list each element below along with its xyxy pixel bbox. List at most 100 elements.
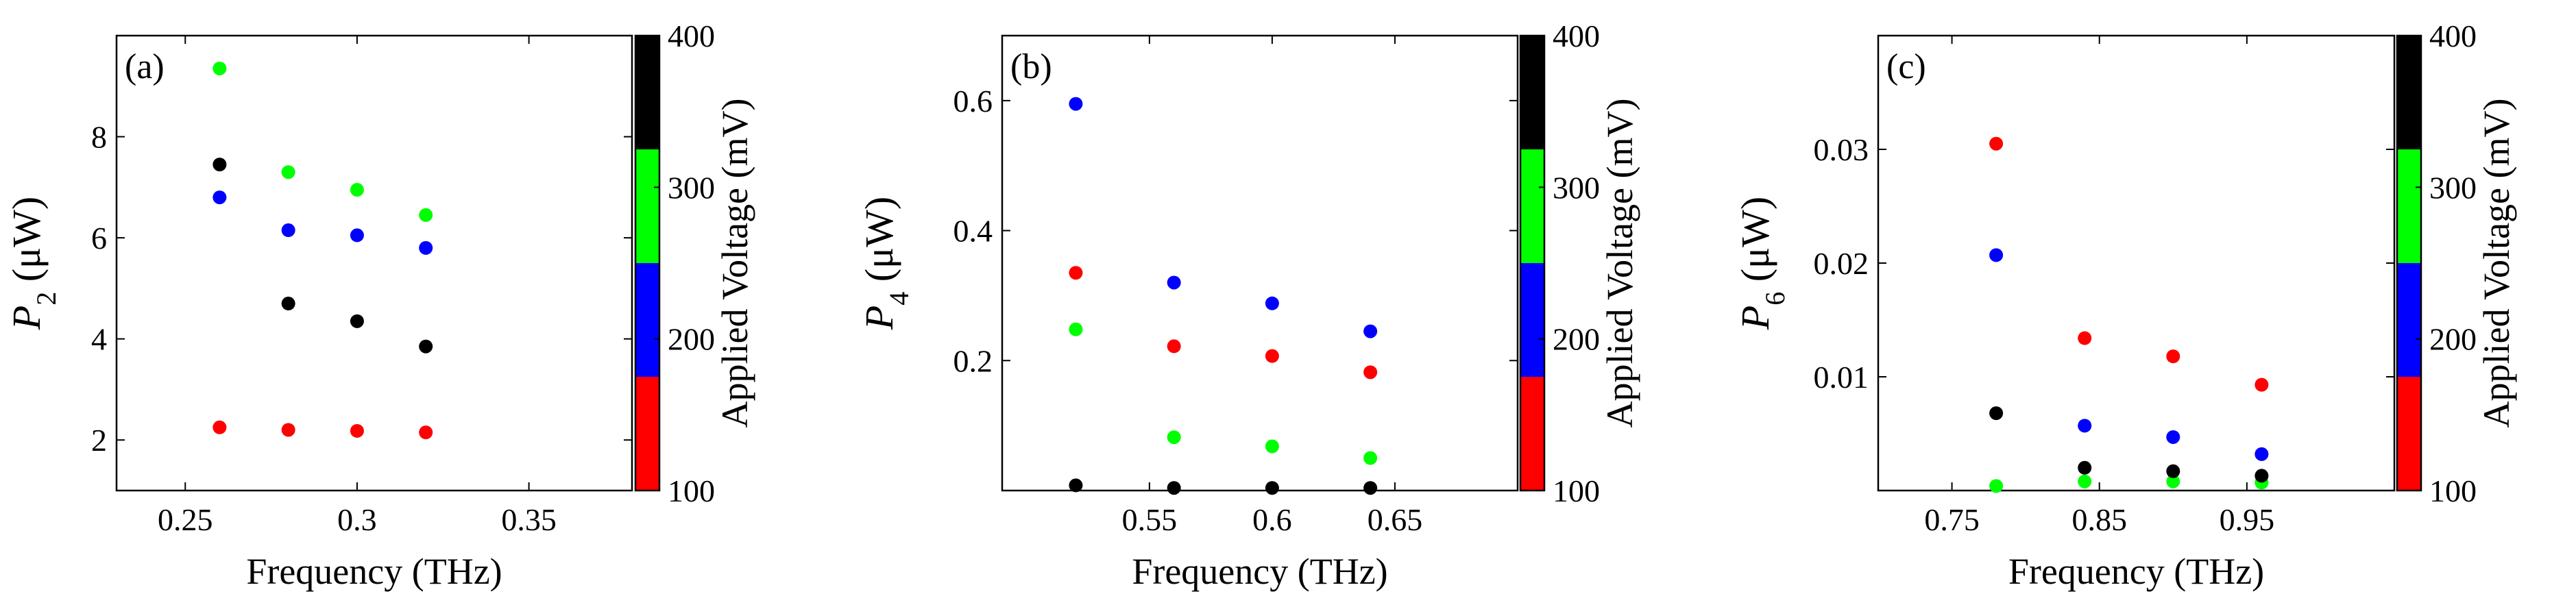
x-tick-label: 0.3 [337,502,377,537]
colorbar-tick-label: 400 [1553,18,1600,53]
data-point-100-mv [212,420,227,434]
data-point-100-mv [419,425,433,440]
data-point-300-mv [2166,474,2180,488]
colorbar-tick-label: 300 [1553,170,1600,205]
data-point-300-mv [350,183,364,197]
x-tick-label: 0.35 [501,502,557,537]
data-point-400-mv [350,314,364,328]
data-point-100-mv [1069,266,1083,280]
y-tick-label: 0.03 [1814,132,1869,167]
y-axis-title: P2 (μW) [4,197,62,330]
plot-frame [1001,34,1519,492]
colorbar-frame [1519,34,1546,492]
x-tick-label: 0.25 [158,502,213,537]
data-point-400-mv [419,339,433,354]
data-point-300-mv [212,61,227,75]
data-point-400-mv [2166,464,2180,478]
y-tick-label: 0.6 [953,84,993,119]
data-point-400-mv [2255,469,2269,483]
data-point-300-mv [1265,439,1279,454]
colorbar-segment [635,377,659,491]
y-axis-title: P4 (μW) [857,197,914,330]
data-point-300-mv [281,165,295,179]
plot-frame [1877,34,2396,492]
data-point-200-mv [2078,419,2092,433]
y-tick-label: 0.2 [953,343,993,378]
panel-label: (b) [1010,47,1052,86]
data-point-200-mv [1265,296,1279,310]
x-tick-label: 0.6 [1252,502,1292,537]
y-tick-label: 0.02 [1814,246,1869,281]
plot-frame [115,34,633,492]
colorbar-tick-label: 400 [668,18,715,53]
data-point-100-mv [1265,349,1279,363]
colorbar-title: Applied Voltage (mV) [714,99,755,428]
x-axis-title: Frequency (THz) [1132,551,1387,592]
x-tick-label: 0.65 [1368,502,1423,537]
data-point-400-mv [2078,460,2092,475]
data-point-400-mv [1265,481,1279,495]
colorbar-segment [1520,36,1544,149]
colorbar-title: Applied Voltage (mV) [1599,99,1640,428]
chart-panel-a: 0.25 0.3 0.35 2 4 6 8 (a) Frequency (THz) P2 (μW)… [4,18,755,592]
colorbar-segment [635,149,659,263]
y-tick-label: 8 [91,120,107,155]
x-axis-title: Frequency (THz) [246,551,502,592]
y-tick-label: 6 [91,221,107,256]
data-point-200-mv [281,223,295,238]
data-point-300-mv [2078,474,2092,488]
data-point-400-mv [1989,406,2004,421]
data-point-100-mv [2078,331,2092,345]
colorbar-segment [2397,149,2421,263]
colorbar-tick-label: 100 [668,473,715,508]
data-point-100-mv [350,423,364,438]
data-point-400-mv [212,158,227,172]
colorbar-tick-label: 200 [1553,322,1600,357]
data-point-200-mv [212,190,227,205]
colorbar-tick-label: 300 [668,170,715,205]
data-point-300-mv [1363,451,1378,465]
y-tick-label: 0.4 [953,214,993,249]
colorbar-tick-label: 200 [2429,322,2477,357]
colorbar-tick-label: 200 [668,322,715,357]
data-point-400-mv [1363,481,1378,495]
panel-label: (c) [1886,47,1926,86]
colorbar-tick-label: 100 [2429,473,2477,508]
colorbar-segment [2397,377,2421,491]
data-point-100-mv [2166,349,2180,364]
data-point-300-mv [419,208,433,222]
data-point-400-mv [1069,478,1083,493]
x-tick-label: 0.85 [2071,502,2127,537]
data-point-100-mv [1363,365,1378,380]
colorbar-segment [2397,263,2421,377]
data-point-300-mv [1167,430,1181,445]
panel-label: (a) [125,47,165,86]
colorbar-frame [2396,34,2422,492]
data-point-200-mv [1069,97,1083,111]
data-point-200-mv [2255,447,2269,461]
colorbar-tick-label: 100 [1553,473,1600,508]
data-point-100-mv [281,423,295,437]
y-tick-label: 2 [91,423,107,458]
colorbar-tick-label: 400 [2429,18,2477,53]
colorbar-segment [1520,377,1544,491]
colorbar-segment [2397,36,2421,149]
x-tick-label: 0.75 [1924,502,1980,537]
colorbar-title: Applied Voltage (mV) [2476,99,2517,428]
y-tick-label: 4 [91,322,107,357]
colorbar-segment [635,36,659,149]
data-point-200-mv [350,228,364,243]
x-axis-title: Frequency (THz) [2008,551,2264,592]
y-tick-label: 0.01 [1814,360,1869,395]
chart-panel-b: 0.55 0.6 0.65 0.2 0.4 0.6 (b) Frequency (THz) P4… [857,18,1640,592]
data-point-100-mv [1989,136,2004,151]
x-tick-label: 0.95 [2220,502,2275,537]
data-point-200-mv [2166,430,2180,444]
data-point-200-mv [1989,248,2004,262]
x-tick-label: 0.55 [1122,502,1178,537]
data-point-200-mv [1363,324,1378,338]
data-point-200-mv [1167,275,1181,290]
data-point-100-mv [2255,377,2269,392]
data-point-400-mv [281,297,295,311]
